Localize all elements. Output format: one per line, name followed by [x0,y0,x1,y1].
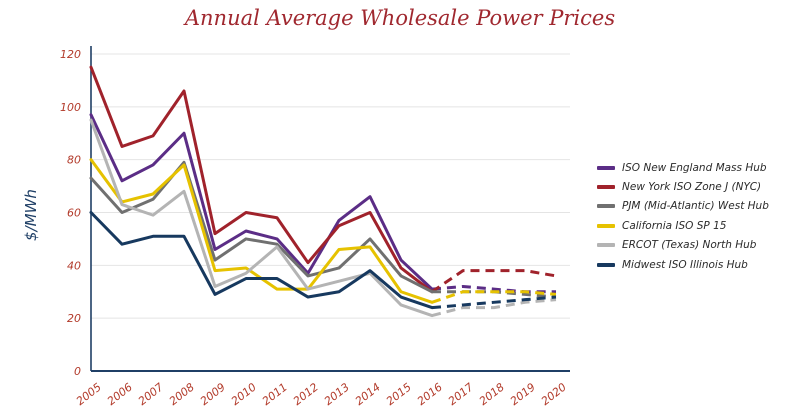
series-forecast-line [431,284,556,294]
x-tick-label: 2007 [136,381,166,408]
legend-item: PJM (Mid-Atlantic) West Hub [597,197,769,216]
legend-label: PJM (Mid-Atlantic) West Hub [622,200,769,213]
x-tick-label: 2018 [477,381,507,408]
y-tick-label: 80 [67,154,81,167]
legend-swatch [597,165,615,170]
x-tick-label: 2009 [198,381,228,408]
y-tick-label: 120 [60,48,81,61]
x-tick-label: 2005 [74,381,104,408]
legend-swatch [597,243,615,248]
series-lines [89,65,557,318]
legend-label: California ISO SP 15 [622,219,727,232]
x-tick-label: 2014 [353,381,383,408]
x-tick-label: 2012 [291,381,321,408]
legend-swatch [597,204,615,209]
x-tick-label: 2013 [322,381,352,408]
series-line [89,118,434,318]
x-tick-labels: 2005 2006 2007 2008 2009 2010 2011 2012 2013 2014… [74,381,569,408]
legend-label: ISO New England Mass Hub [622,161,767,174]
legend: ISO New England Mass Hub New York ISO Zon… [597,158,769,274]
legend-swatch [597,223,615,228]
x-tick-label: 2010 [229,381,259,408]
legend-label: New York ISO Zone J (NYC) [622,181,762,194]
y-tick-label: 0 [74,365,81,378]
legend-item: California ISO SP 15 [597,216,769,235]
x-tick-label: 2015 [384,381,414,408]
gridlines [91,53,570,319]
x-tick-label: 2008 [167,381,197,408]
legend-item: ISO New England Mass Hub [597,158,769,177]
legend-swatch [597,262,615,267]
series-forecast-line [431,269,557,293]
series-line [89,65,434,294]
axes [90,46,570,372]
legend-label: Midwest ISO Illinois Hub [622,258,748,271]
x-tick-label: 2011 [260,381,290,408]
legend-item: New York ISO Zone J (NYC) [597,177,769,196]
series-forecast-line [431,298,557,317]
legend-item: Midwest ISO Illinois Hub [597,255,769,274]
legend-swatch [597,185,615,190]
x-tick-label: 2006 [105,381,135,408]
x-tick-label: 2016 [415,381,445,408]
legend-label: ERCOT (Texas) North Hub [622,239,757,252]
series-forecast-line [431,290,557,304]
y-axis-label: $/MWh [22,189,40,241]
y-tick-label: 20 [67,312,81,325]
series-line [89,113,434,291]
x-tick-label: 2020 [539,381,569,408]
x-tick-label: 2019 [508,381,538,408]
y-tick-label: 100 [60,101,81,114]
legend-item: ERCOT (Texas) North Hub [597,236,769,255]
x-tick-label: 2017 [446,381,476,408]
y-tick-label: 60 [67,207,81,220]
y-tick-label: 40 [67,259,81,272]
y-tick-labels: 0 20 40 60 80 100 120 [60,48,81,378]
chart-title: Annual Average Wholesale Power Prices [184,6,616,30]
series-line [89,160,434,294]
series-line [89,211,434,310]
series-forecast-line [431,295,557,310]
